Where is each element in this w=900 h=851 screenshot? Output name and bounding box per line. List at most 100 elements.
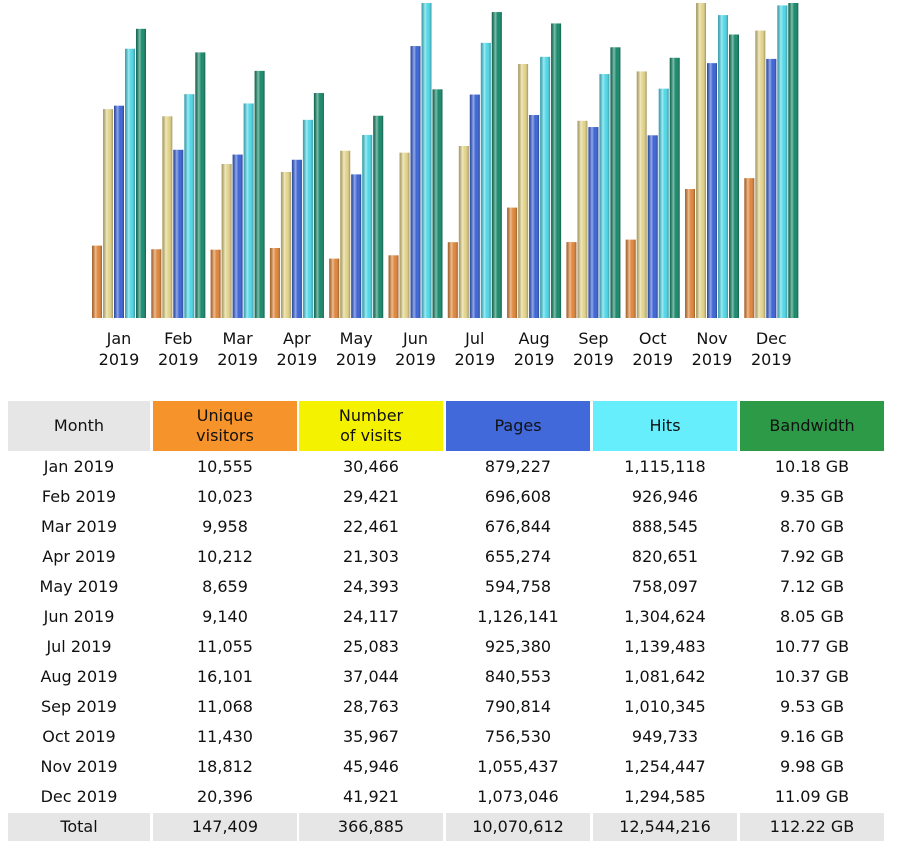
table-header: Hits [593,401,737,451]
x-tick-label: Oct 2019 [632,329,674,369]
table-cell: 24,117 [343,607,399,626]
bar-shine [329,258,340,318]
bar-shine [432,89,443,319]
row-label: Feb 2019 [41,487,117,506]
bar-shine [184,94,195,318]
table-cell: 37,044 [343,667,399,686]
table-cell: 1,010,345 [624,697,706,716]
bar-shine [566,242,577,318]
table-cell: 9,958 [202,517,248,536]
table-cell: 16,101 [197,667,253,686]
bar-shine [254,70,265,318]
table-cell: 8,659 [202,577,248,596]
table-cell: 1,073,046 [477,787,559,806]
table-cell: 655,274 [484,547,552,566]
row-label: Oct 2019 [42,727,116,746]
table-cell: 45,946 [343,757,399,776]
bar-shine [647,135,658,318]
bar-shine [162,116,173,318]
table-cell: 8.05 GB [779,607,845,626]
table-cell: 9.16 GB [779,727,845,746]
bar-shine [744,178,755,318]
bar-shine [610,47,621,319]
table-cell: 879,227 [484,457,552,476]
bar-shine [447,242,458,318]
row-label: Apr 2019 [42,547,116,566]
bar-shine [755,30,766,318]
bar-shine [373,115,384,318]
bar-shine [777,5,788,318]
table-cell: 820,651 [631,547,699,566]
table-cell: 18,812 [197,757,253,776]
table-cell: 756,530 [484,727,552,746]
bar-shine [280,171,291,318]
total-cell: 147,409 [153,813,297,841]
table-cell: 1,139,483 [624,637,706,656]
row-label: Dec 2019 [40,787,118,806]
table-cell: 926,946 [631,487,699,506]
total-cell: 112.22 GB [740,813,884,841]
table-header: Pages [446,401,590,451]
bar-shine [302,119,313,318]
table-header: Unique visitors [153,401,297,451]
x-tick-label: Apr 2019 [276,329,318,369]
bar-shine [458,146,469,318]
bar-shine [669,57,680,319]
table-cell: 22,461 [343,517,399,536]
table-cell: 594,758 [484,577,552,596]
table-cell: 1,081,642 [624,667,706,686]
bar-shine [788,3,799,318]
bar-shine [351,174,362,318]
bar-shine [103,109,113,318]
bar-shine [232,154,243,318]
bar-shine [362,134,373,318]
bar-shine [480,42,491,318]
bar-shine [696,3,706,318]
table-cell: 10,212 [197,547,253,566]
bar-shine [518,64,529,318]
bar-shine [388,255,399,318]
table-cell: 35,967 [343,727,399,746]
table-cell: 9,140 [202,607,248,626]
bar-shine [685,189,695,318]
bar-shine [551,23,562,318]
bar-shine [243,103,254,318]
table-cell: 790,814 [484,697,552,716]
bar-shine [718,15,728,319]
table-cell: 11,055 [197,637,253,656]
table-cell: 29,421 [343,487,399,506]
row-label: Jul 2019 [46,637,112,656]
bar-shine [269,247,280,318]
x-tick-label: Aug 2019 [513,329,555,369]
table-cell: 888,545 [631,517,699,536]
total-cell: 12,544,216 [593,813,737,841]
table-cell: 24,393 [343,577,399,596]
table-cell: 1,294,585 [624,787,706,806]
x-tick-label: Dec 2019 [750,329,792,369]
table-cell: 25,083 [343,637,399,656]
table-cell: 21,303 [343,547,399,566]
bar-shine [540,56,551,319]
table-cell: 10,555 [197,457,253,476]
bar-shine [173,149,184,318]
table-header: Month [8,401,150,451]
table-cell: 10.37 GB [774,667,850,686]
bar-shine [588,127,599,319]
x-tick-label: Nov 2019 [691,329,733,369]
table-cell: 9.35 GB [779,487,845,506]
x-tick-label: Mar 2019 [217,329,258,369]
bar-shine [729,34,739,318]
bar-shine [625,239,636,318]
table-cell: 10.18 GB [774,457,850,476]
x-tick-label: May 2019 [335,329,377,369]
chart [92,3,799,319]
x-tick-label: Feb 2019 [157,329,199,369]
bar-shine [577,120,588,318]
bar-shine [114,105,124,318]
table-cell: 41,921 [343,787,399,806]
table-cell: 840,553 [484,667,552,686]
table-cell: 8.70 GB [779,517,845,536]
bar-shine [210,249,221,318]
row-label: Nov 2019 [40,757,118,776]
bar-shine [221,164,232,318]
